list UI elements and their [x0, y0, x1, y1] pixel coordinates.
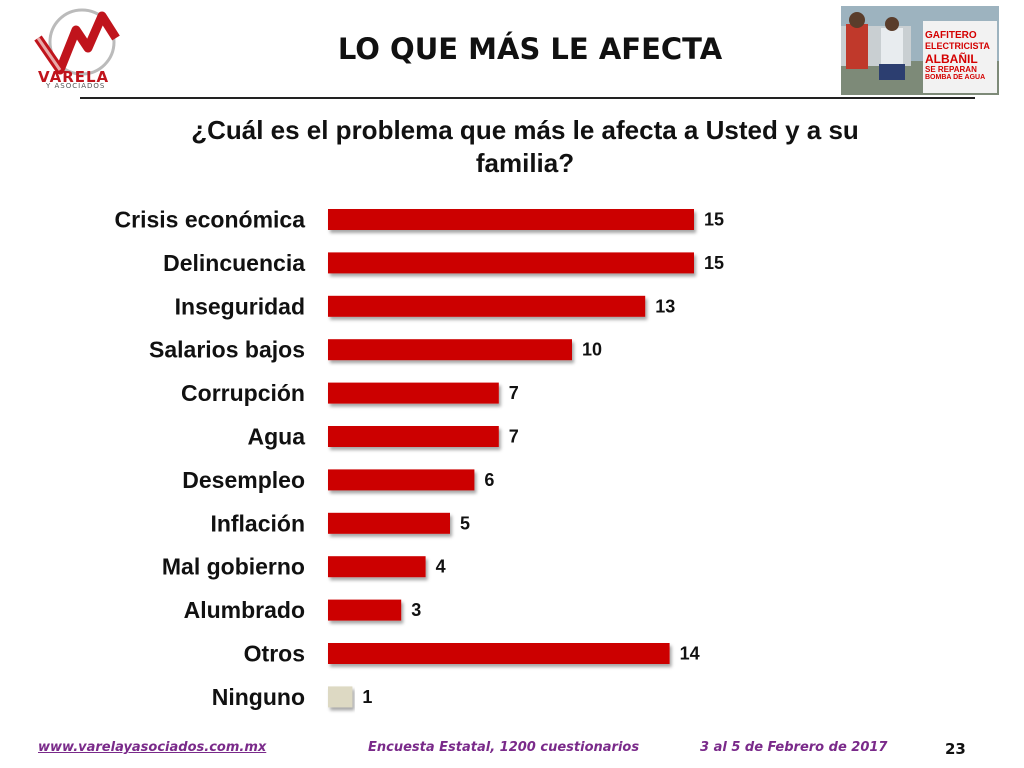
category-label: Salarios bajos — [149, 337, 305, 363]
category-label: Delincuencia — [163, 250, 305, 276]
title-divider — [80, 97, 975, 99]
survey-date: 3 al 5 de Febrero de 2017 — [700, 740, 888, 755]
photo-sign-2: ELECTRICISTA — [925, 41, 990, 51]
logo-text: VARELA — [38, 68, 110, 86]
page-title: LO QUE MÁS LE AFECTA — [337, 32, 723, 66]
data-label: 3 — [411, 600, 421, 620]
category-label: Inseguridad — [175, 293, 305, 319]
page-number: 23 — [945, 740, 966, 758]
survey-info: Encuesta Estatal, 1200 cuestionarios — [368, 740, 640, 755]
logo-subtext: Y ASOCIADOS — [46, 82, 106, 90]
category-label: Alumbrado — [184, 597, 305, 623]
data-label: 1 — [362, 687, 372, 707]
bar — [328, 599, 402, 621]
bar — [328, 512, 450, 534]
data-label: 14 — [680, 644, 700, 664]
category-label: Otros — [244, 641, 305, 667]
category-label: Inflación — [210, 510, 305, 536]
photo-sign-3: ALBAÑIL — [925, 52, 978, 66]
website-link[interactable]: www.varelayasociados.com.mx — [38, 740, 267, 755]
category-label: Mal gobierno — [162, 554, 305, 580]
data-label: 7 — [509, 383, 519, 403]
data-label: 4 — [436, 557, 446, 577]
data-label: 5 — [460, 513, 470, 533]
workers-photo: GAFITERO ELECTRICISTA ALBAÑIL SE REPARAN… — [841, 6, 999, 95]
bar — [328, 426, 499, 447]
bar — [328, 252, 694, 274]
category-label: Agua — [248, 424, 306, 450]
data-label: 7 — [509, 427, 519, 447]
category-label: Desempleo — [182, 467, 305, 493]
bar — [328, 209, 694, 230]
bar — [328, 295, 646, 317]
photo-sign-1: GAFITERO — [925, 30, 977, 41]
bar — [328, 469, 475, 491]
bar — [328, 382, 499, 404]
category-label: Corrupción — [181, 380, 305, 406]
data-label: 10 — [582, 340, 602, 360]
bar — [328, 686, 353, 708]
photo-sign-4: SE REPARAN — [925, 65, 977, 74]
bar — [328, 643, 670, 664]
category-label: Ninguno — [212, 684, 305, 710]
bar — [328, 339, 572, 361]
data-label: 15 — [704, 210, 724, 230]
category-label: Crisis económica — [115, 207, 306, 233]
photo-sign-5: BOMBA DE AGUA — [925, 74, 986, 81]
company-logo — [30, 8, 130, 90]
data-label: 6 — [484, 470, 494, 490]
data-label: 15 — [704, 253, 724, 273]
chart-title: ¿Cuál es el problema que más le afecta a… — [191, 115, 859, 178]
bar — [328, 556, 426, 578]
data-label: 13 — [655, 296, 675, 316]
